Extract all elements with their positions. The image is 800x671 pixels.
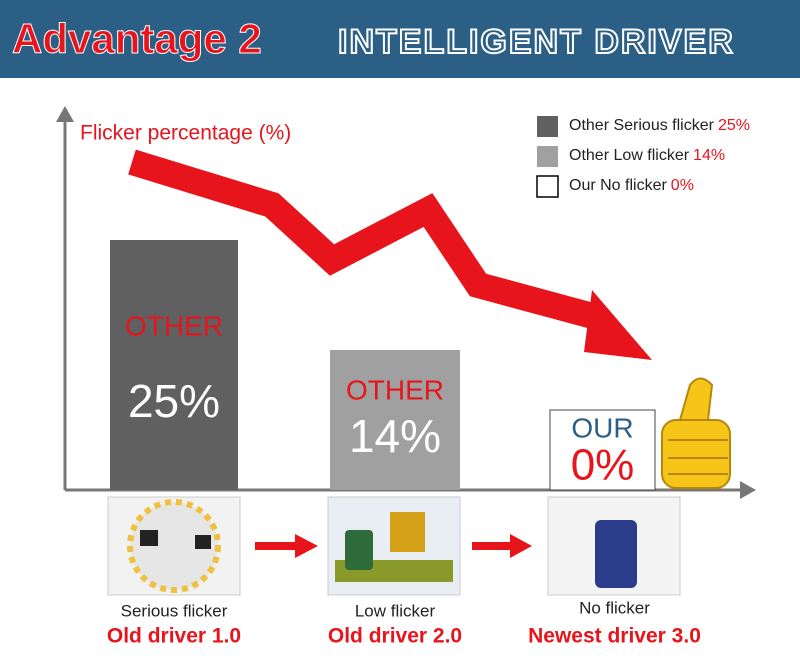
legend-swatch bbox=[537, 116, 558, 137]
step-arrows bbox=[255, 534, 532, 558]
y-axis-arrow bbox=[56, 106, 74, 122]
legend-entry: Other Low flicker 14% bbox=[569, 147, 725, 164]
legend-name: Other Low flicker bbox=[569, 147, 690, 164]
legend-value: 25% bbox=[718, 117, 750, 134]
legend: Other Serious flicker 25% Other Low flicke… bbox=[536, 116, 750, 198]
legend-name: Our No flicker bbox=[569, 177, 667, 194]
legend-value: 14% bbox=[693, 147, 725, 164]
header-title: Advantage 2 bbox=[12, 15, 262, 62]
bar-label: OTHER bbox=[346, 374, 444, 405]
our-box bbox=[549, 409, 656, 491]
y-axis-label: Flicker percentage (%) bbox=[80, 122, 291, 145]
trend-arrow bbox=[128, 149, 604, 331]
legend-entry: Our No flicker 0% bbox=[569, 177, 694, 194]
category-label: No flicker bbox=[579, 598, 650, 617]
value-label: 14% bbox=[349, 410, 441, 462]
driver-photos bbox=[107, 496, 681, 596]
bar bbox=[330, 350, 460, 490]
bar-label: OUR bbox=[571, 412, 633, 443]
category-label: Serious flicker bbox=[121, 601, 228, 620]
driver-label: Old driver 1.0 bbox=[107, 625, 241, 648]
legend-swatch bbox=[537, 146, 558, 167]
driver-label: Old driver 2.0 bbox=[328, 625, 462, 648]
legend-value: 0% bbox=[671, 177, 694, 194]
driver-label: Newest driver 3.0 bbox=[528, 625, 701, 648]
value-label: 0% bbox=[571, 441, 635, 490]
x-axis-arrow bbox=[740, 481, 756, 499]
bar bbox=[110, 240, 238, 490]
legend-swatch bbox=[536, 175, 559, 198]
value-label: 25% bbox=[128, 375, 220, 427]
header-subtitle: INTELLIGENT DRIVER bbox=[338, 23, 735, 61]
legend-name: Other Serious flicker bbox=[569, 117, 715, 134]
header-band bbox=[0, 0, 800, 78]
bar-label: OTHER bbox=[125, 310, 223, 341]
trend-arrow-head bbox=[584, 290, 652, 360]
legend-entry: Other Serious flicker 25% bbox=[569, 117, 750, 134]
thumbs-up-icon bbox=[661, 377, 731, 489]
category-label: Low flicker bbox=[355, 601, 436, 620]
